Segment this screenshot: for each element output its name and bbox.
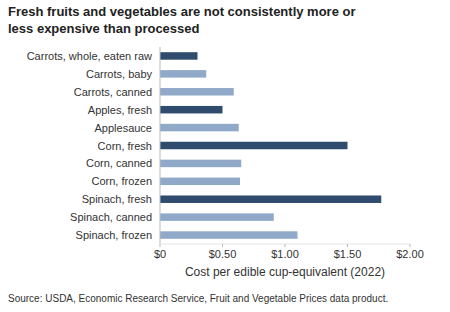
category-label: Carrots, baby xyxy=(86,68,153,80)
category-label: Spinach, frozen xyxy=(76,229,152,241)
x-tick xyxy=(347,244,348,247)
x-tick-label: $0.50 xyxy=(209,248,237,260)
chart: Fresh fruits and vegetables are not cons… xyxy=(0,0,450,312)
category-label: Carrots, whole, eaten raw xyxy=(27,50,152,62)
bar xyxy=(160,213,274,221)
y-axis-line xyxy=(160,47,161,244)
bar xyxy=(160,52,198,60)
category-label: Apples, fresh xyxy=(88,104,152,116)
x-tick-label: $2.00 xyxy=(396,248,424,260)
bar xyxy=(160,142,348,150)
category-label: Corn, fresh xyxy=(98,140,152,152)
x-tick xyxy=(410,244,411,247)
x-tick xyxy=(222,244,223,247)
category-label: Spinach, fresh xyxy=(82,193,152,205)
bar xyxy=(160,106,223,114)
x-tick-label: $0 xyxy=(154,248,166,260)
bar xyxy=(160,231,298,239)
source: Source: USDA, Economic Research Service,… xyxy=(8,293,388,304)
background xyxy=(0,0,450,312)
bar xyxy=(160,70,206,78)
title-line: Fresh fruits and vegetables are not cons… xyxy=(8,4,355,19)
category-label: Corn, frozen xyxy=(91,175,152,187)
title-line: less expensive than processed xyxy=(8,21,200,36)
x-tick-label: $1.00 xyxy=(271,248,299,260)
title: Fresh fruits and vegetables are not cons… xyxy=(8,4,355,36)
bar xyxy=(160,160,241,168)
x-tick xyxy=(285,244,286,247)
bar xyxy=(160,124,239,132)
category-label: Corn, canned xyxy=(86,157,152,169)
bar xyxy=(160,178,240,186)
bars xyxy=(160,52,381,239)
category-label: Applesauce xyxy=(95,122,153,134)
category-label: Carrots, canned xyxy=(74,86,152,98)
x-tick xyxy=(160,244,161,247)
category-label: Spinach, canned xyxy=(70,211,152,223)
x-axis-label: Cost per edible cup-equivalent (2022) xyxy=(185,265,385,279)
x-tick-label: $1.50 xyxy=(334,248,362,260)
bar xyxy=(160,195,381,203)
bar xyxy=(160,88,234,96)
